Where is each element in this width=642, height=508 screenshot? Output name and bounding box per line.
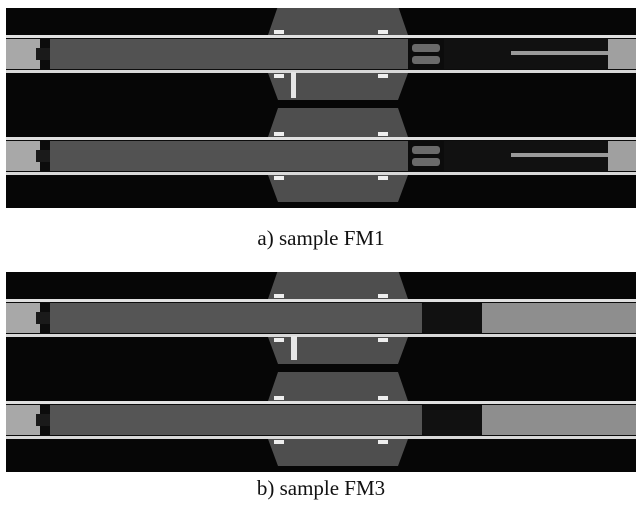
image-a	[6, 8, 636, 208]
caption: b) sample FM3	[257, 476, 385, 500]
image-b	[6, 272, 636, 472]
caption: a) sample FM1	[257, 226, 384, 250]
